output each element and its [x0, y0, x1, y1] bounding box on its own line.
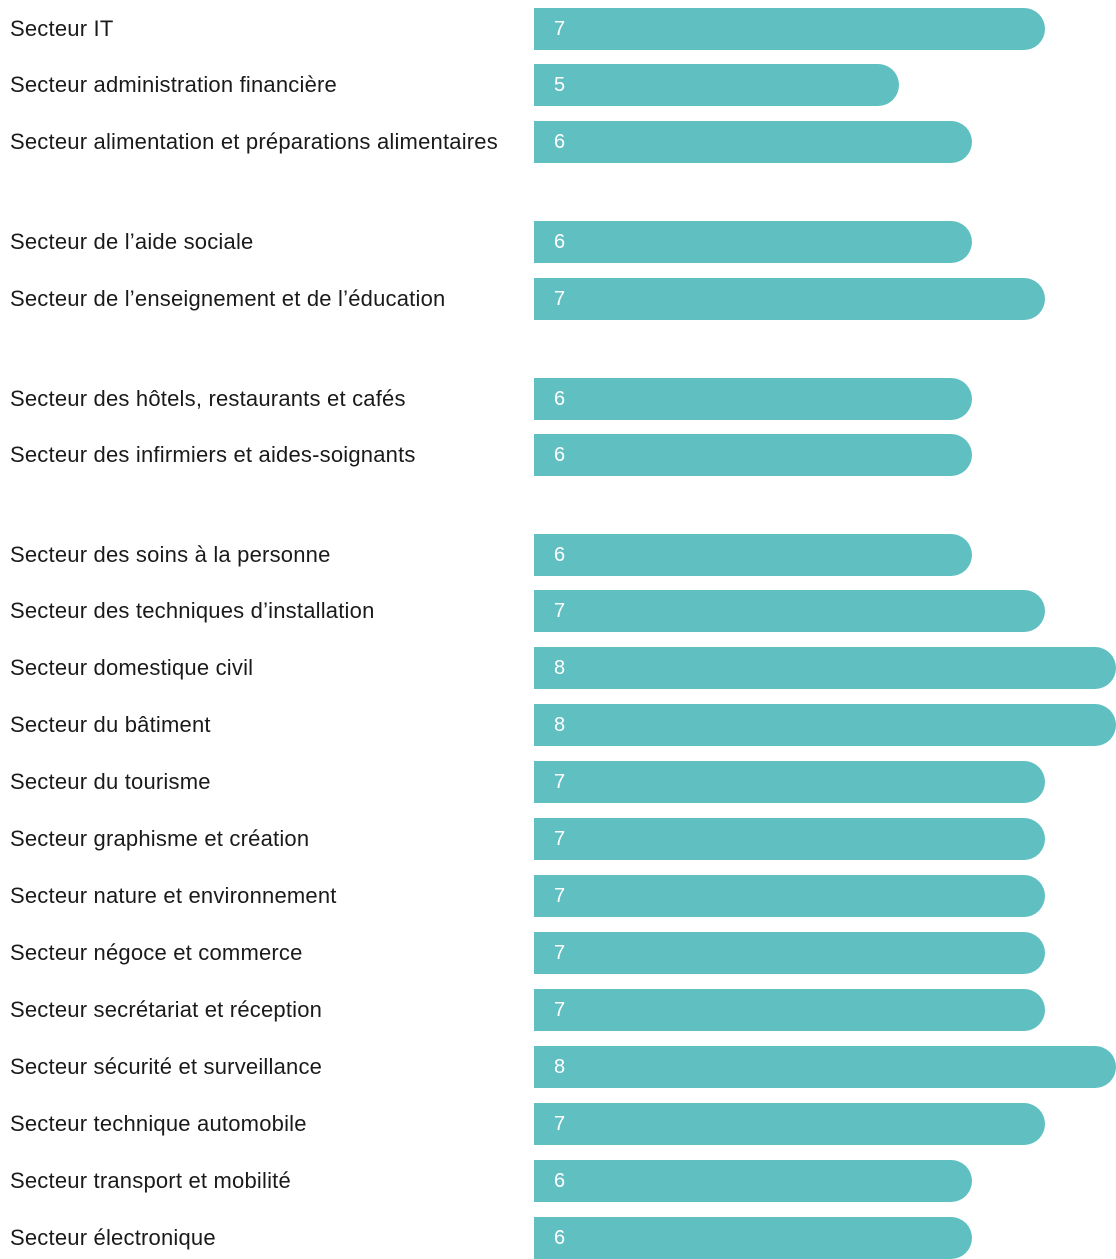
category-label: Secteur du bâtiment [10, 712, 211, 737]
bar-value-label: 7 [554, 885, 566, 907]
bar-value-label: 6 [554, 1227, 566, 1249]
bar: 7 [534, 932, 1045, 974]
bar-value-label: 7 [554, 18, 566, 40]
bar: 7 [534, 989, 1045, 1031]
bar: 6 [534, 1160, 972, 1202]
bar-value-label: 8 [554, 714, 566, 736]
bar: 6 [534, 378, 972, 420]
category-label: Secteur technique automobile [10, 1111, 307, 1136]
category-label: Secteur des soins à la personne [10, 542, 331, 567]
bar-value-label: 7 [554, 999, 566, 1021]
bar-value-label: 6 [554, 131, 566, 153]
bar: 7 [534, 278, 1045, 320]
category-label: Secteur de l’aide sociale [10, 229, 254, 254]
bar-value-label: 6 [554, 544, 566, 566]
bar-value-label: 6 [554, 1170, 566, 1192]
category-label: Secteur alimentation et préparations ali… [10, 129, 498, 154]
category-label: Secteur sécurité et surveillance [10, 1054, 323, 1079]
bar: 6 [534, 434, 972, 476]
bar: 6 [534, 121, 972, 163]
bar: 8 [534, 647, 1116, 689]
bar-value-label: 7 [554, 1113, 566, 1135]
category-label: Secteur des infirmiers et aides-soignant… [10, 442, 416, 467]
category-label: Secteur nature et environnement [10, 883, 337, 908]
bar: 5 [534, 64, 899, 106]
bar-value-label: 7 [554, 942, 566, 964]
category-label: Secteur transport et mobilité [10, 1168, 291, 1193]
bar: 8 [534, 1046, 1116, 1088]
bar: 6 [534, 1217, 972, 1259]
bar: 7 [534, 818, 1045, 860]
bar-value-label: 6 [554, 231, 566, 253]
bar-value-label: 7 [554, 828, 566, 850]
category-label: Secteur de l’enseignement et de l’éducat… [10, 286, 446, 311]
bar-value-label: 8 [554, 1056, 566, 1078]
bar-value-label: 8 [554, 657, 566, 679]
category-label: Secteur administration financière [10, 72, 337, 97]
bar: 6 [534, 221, 972, 263]
bar-value-label: 7 [554, 600, 566, 622]
bar: 7 [534, 8, 1045, 50]
bar-value-label: 6 [554, 444, 566, 466]
bar-value-label: 6 [554, 388, 566, 410]
category-label: Secteur du tourisme [10, 769, 211, 794]
category-label: Secteur électronique [10, 1225, 216, 1250]
bar: 8 [534, 704, 1116, 746]
bar: 7 [534, 590, 1045, 632]
category-label: Secteur secrétariat et réception [10, 997, 323, 1022]
category-label: Secteur des hôtels, restaurants et cafés [10, 386, 406, 411]
bar: 7 [534, 875, 1045, 917]
category-label: Secteur négoce et commerce [10, 940, 303, 965]
category-label: Secteur graphisme et création [10, 826, 310, 851]
bar-value-label: 7 [554, 771, 566, 793]
bar: 7 [534, 761, 1045, 803]
bar: 7 [534, 1103, 1045, 1145]
category-label: Secteur IT [10, 16, 114, 41]
bar-value-label: 5 [554, 74, 566, 96]
bar: 6 [534, 534, 972, 576]
category-label: Secteur domestique civil [10, 655, 254, 680]
category-label: Secteur des techniques d’installation [10, 598, 375, 623]
bar-value-label: 7 [554, 288, 566, 310]
